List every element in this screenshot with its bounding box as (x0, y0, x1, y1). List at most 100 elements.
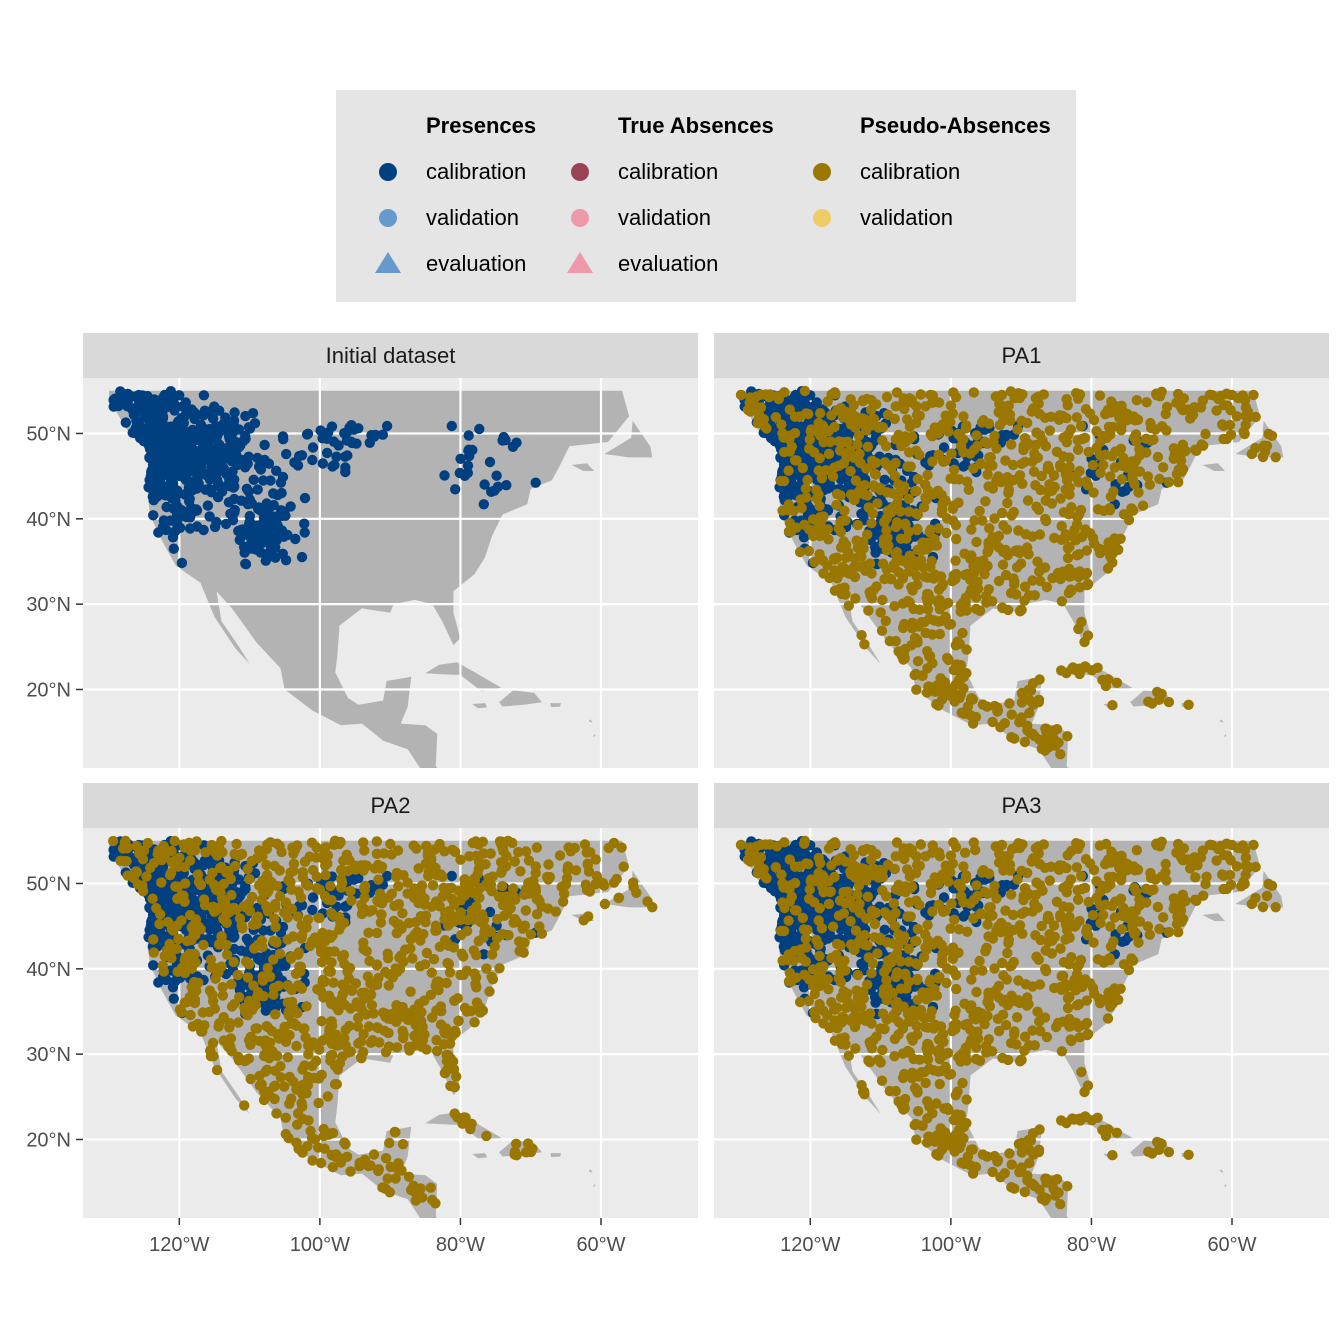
pseudo-absence-point (389, 900, 400, 912)
pseudo-absence-point (1108, 486, 1119, 497)
pseudo-absence-point (872, 498, 883, 509)
pseudo-absence-point (1073, 623, 1084, 635)
pseudo-absence-point (903, 493, 914, 504)
pseudo-absence-point (384, 1187, 395, 1198)
presence-point (277, 548, 288, 559)
pseudo-absence-point (1039, 562, 1051, 573)
presence-point (299, 492, 311, 504)
presence-point (172, 501, 183, 512)
pseudo-absence-point (286, 884, 297, 895)
pseudo-absence-point (561, 872, 573, 884)
pseudo-absence-point (486, 971, 497, 982)
presence-point (240, 430, 251, 442)
pseudo-absence-point (314, 939, 325, 950)
pseudo-absence-point (221, 867, 232, 878)
pseudo-absence-point (1042, 732, 1053, 744)
pseudo-absence-point (311, 882, 323, 894)
pseudo-absence-point (1098, 459, 1109, 471)
presence-point (783, 491, 794, 502)
legend-label: validation (426, 205, 519, 230)
presence-point (511, 437, 522, 448)
presence-point (255, 547, 266, 558)
facet-strip (714, 333, 1329, 378)
pseudo-absence-point (866, 518, 877, 529)
pseudo-absence-point (469, 968, 480, 979)
pseudo-absence-point (1022, 495, 1034, 506)
presence-point (501, 480, 512, 491)
pseudo-absence-point (912, 579, 923, 590)
pseudo-absence-point (925, 428, 936, 440)
pseudo-absence-point (505, 903, 516, 914)
presence-point (144, 452, 155, 464)
presence-point (268, 525, 279, 536)
pseudo-absence-point (217, 982, 228, 993)
pseudo-absence-point (1173, 477, 1184, 488)
pseudo-absence-point (314, 912, 325, 924)
presence-point (498, 431, 509, 443)
presence-point (242, 458, 253, 469)
pseudo-absence-point (820, 465, 832, 476)
pseudo-absence-point (365, 1160, 376, 1171)
pseudo-absence-point (484, 882, 495, 893)
presence-point (181, 427, 192, 438)
pseudo-absence-point (899, 618, 910, 630)
pseudo-absence-point (345, 885, 356, 897)
pseudo-absence-point (188, 920, 199, 931)
pseudo-absence-point (1141, 397, 1152, 408)
pseudo-absence-point (1060, 530, 1072, 541)
pseudo-absence-point (279, 1081, 290, 1092)
pseudo-absence-point (137, 885, 149, 897)
facet-panel: PA2 (83, 783, 698, 1218)
pseudo-absence-point (393, 1158, 404, 1169)
pseudo-absence-point (455, 854, 466, 865)
pseudo-absence-point (1028, 699, 1039, 710)
presence-point (484, 906, 496, 918)
land-island (569, 436, 591, 446)
pseudo-absence-point (173, 933, 184, 945)
pseudo-absence-point (974, 505, 985, 517)
presence-point (479, 479, 490, 490)
pseudo-absence-point (339, 999, 350, 1010)
presence-point (184, 405, 195, 417)
pseudo-absence-point (878, 538, 889, 550)
pseudo-absence-point (478, 848, 489, 859)
pseudo-absence-point (511, 1138, 522, 1150)
pseudo-absence-point (254, 1070, 265, 1082)
pseudo-absence-point (179, 842, 190, 853)
pseudo-absence-point (1006, 709, 1017, 720)
pseudo-absence-point (1183, 699, 1194, 710)
pseudo-absence-point (438, 1039, 450, 1050)
pseudo-absence-point (979, 569, 990, 580)
pseudo-absence-point (966, 693, 977, 704)
pseudo-absence-point (244, 874, 255, 885)
pseudo-absence-point (1152, 686, 1163, 698)
pseudo-absence-point (925, 524, 936, 535)
pseudo-absence-point (1006, 439, 1017, 450)
land-island (472, 703, 488, 709)
pseudo-absence-point (195, 879, 207, 891)
pseudo-absence-point (925, 561, 936, 573)
pseudo-absence-point (264, 1037, 276, 1048)
presence-point (115, 386, 126, 397)
pseudo-absence-point (221, 949, 233, 960)
pseudo-absence-point (282, 1052, 293, 1063)
presence-point (247, 408, 259, 419)
pseudo-absence-point (877, 594, 888, 606)
pseudo-absence-point (896, 440, 907, 452)
pseudo-absence-point (198, 939, 209, 951)
pseudo-absence-point (958, 671, 969, 683)
presence-point (173, 448, 184, 460)
pseudo-absence-point (306, 837, 318, 848)
pseudo-absence-point (755, 389, 767, 400)
pseudo-absence-point (911, 684, 922, 695)
presence-point (259, 454, 270, 466)
pseudo-absence-point (238, 901, 249, 912)
pseudo-absence-point (393, 881, 404, 892)
presence-point (143, 414, 155, 425)
presence-point (321, 447, 333, 459)
pseudo-absence-point (961, 644, 972, 655)
presence-point (177, 437, 188, 448)
pseudo-absence-point (758, 414, 769, 425)
presence-point (149, 394, 160, 405)
presence-point (148, 510, 159, 521)
